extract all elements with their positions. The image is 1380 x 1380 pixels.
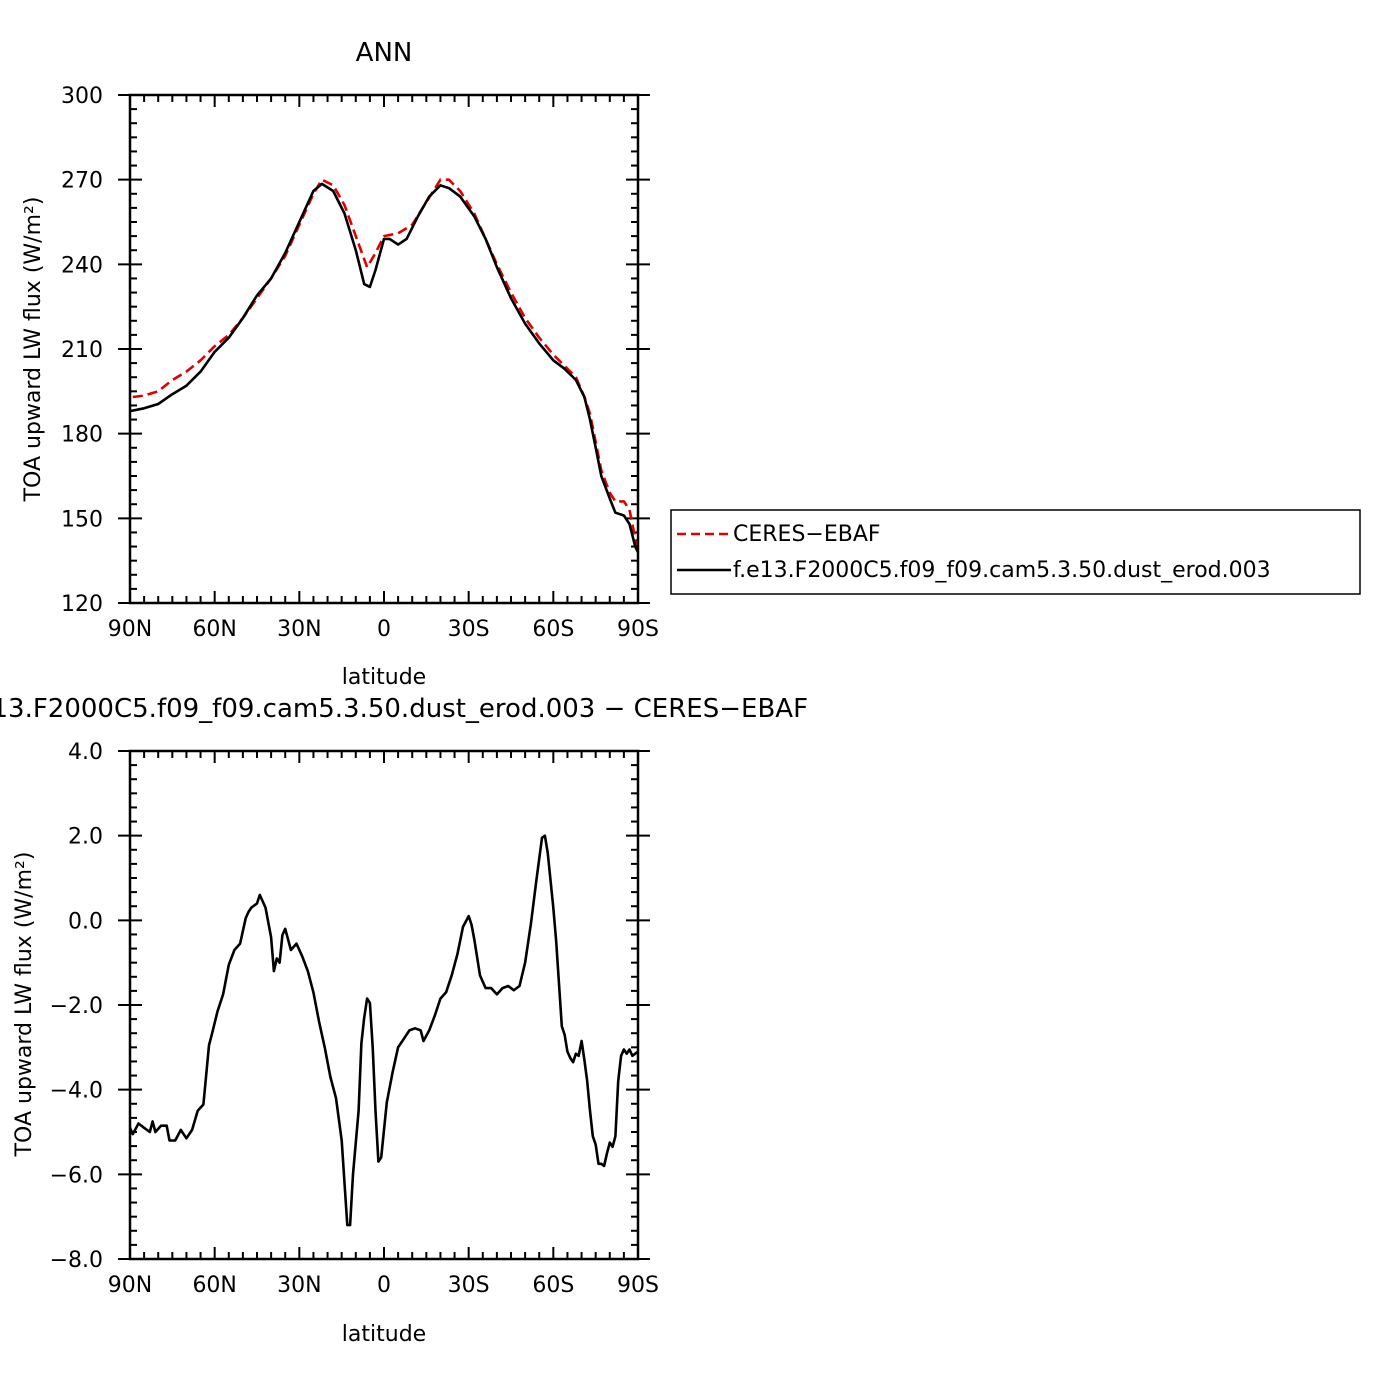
bottom-x-tick-label: 60N	[192, 1273, 236, 1298]
legend-box	[670, 509, 1361, 595]
bottom-y-tick-label: −4.0	[50, 1079, 103, 1104]
bottom-x-axis-title: latitude	[342, 1322, 426, 1347]
top-series-group	[129, 178, 640, 553]
top-y-axis-title: TOA upward LW flux (W/m²)	[21, 197, 46, 503]
top-y-tick-label: 210	[61, 338, 103, 363]
top-x-tick-label: 90S	[617, 617, 659, 642]
bottom-y-tick-label: 2.0	[68, 825, 103, 850]
top-title: ANN	[356, 38, 413, 68]
bottom-series-group	[128, 834, 639, 1227]
top-panel: ANN TOA upward LW flux (W/m²) latitude 9…	[21, 38, 659, 690]
top-x-tick-label: 60N	[192, 617, 236, 642]
bottom-x-tick-label: 90S	[617, 1273, 659, 1298]
top-y-tick-label: 300	[61, 84, 103, 109]
bottom-y-tick-label: 4.0	[68, 740, 103, 765]
top-y-tick-label: 150	[61, 507, 103, 532]
bottom-title: f.e13.F2000C5.f09_f09.cam5.3.50.dust_ero…	[0, 694, 808, 724]
bottom-y-axis-title: TOA upward LW flux (W/m²)	[12, 852, 37, 1158]
bottom-x-tick-label: 0	[377, 1273, 391, 1298]
bottom-panel: f.e13.F2000C5.f09_f09.cam5.3.50.dust_ero…	[0, 694, 808, 1347]
top-series-line-1	[129, 182, 640, 553]
top-series-line-0	[132, 178, 640, 548]
bottom-x-tick-label: 60S	[532, 1273, 574, 1298]
top-x-tick-label: 60S	[532, 617, 574, 642]
top-x-tick-label: 0	[377, 617, 391, 642]
legend-label-model: f.e13.F2000C5.f09_f09.cam5.3.50.dust_ero…	[733, 558, 1271, 583]
top-x-tick-label: 90N	[108, 617, 152, 642]
bottom-y-tick-label: −2.0	[50, 994, 103, 1019]
top-y-tick-label: 270	[61, 169, 103, 194]
bottom-x-tick-label: 30N	[277, 1273, 321, 1298]
bottom-y-tick-label: −6.0	[50, 1163, 103, 1188]
top-y-tick-label: 180	[61, 423, 103, 448]
top-x-tick-label: 30N	[277, 617, 321, 642]
bottom-x-tick-label: 90N	[108, 1273, 152, 1298]
bottom-y-tick-label: −8.0	[50, 1248, 103, 1273]
bottom-axes: 90N 60N 30N 0 30S 60S 90S −8.0 −6.0 −4.0 −2.0 0.0 2.…	[50, 740, 659, 1298]
bottom-plot-frame	[128, 749, 640, 1261]
top-x-axis-title: latitude	[342, 665, 426, 690]
bottom-series-line-0	[128, 834, 639, 1227]
legend-label-ceres: CERES−EBAF	[733, 522, 881, 547]
top-plot-frame	[128, 93, 640, 605]
top-axes: 90N 60N 30N 0 30S 60S 90S 120 150 180 210 240 270 300	[61, 84, 659, 642]
top-y-tick-label: 120	[61, 592, 103, 617]
top-x-tick-label: 30S	[448, 617, 490, 642]
bottom-y-tick-label: 0.0	[68, 909, 103, 934]
bottom-x-tick-label: 30S	[448, 1273, 490, 1298]
top-y-tick-label: 240	[61, 253, 103, 278]
legend: CERES−EBAF f.e13.F2000C5.f09_f09.cam5.3.…	[670, 509, 1361, 595]
